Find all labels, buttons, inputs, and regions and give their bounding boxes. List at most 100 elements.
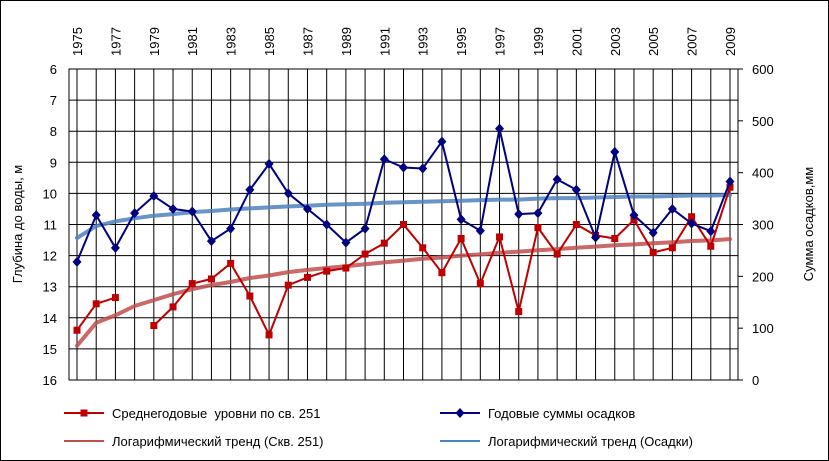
data-point-square — [572, 221, 580, 228]
data-point-square — [73, 326, 81, 334]
data-point-square — [496, 233, 504, 241]
data-point-square — [419, 244, 427, 252]
x-tick-label: 2005 — [646, 27, 661, 56]
x-tick-label: 2007 — [685, 27, 700, 56]
right-axis-ticks: 0 100 200 300 400 500 600 — [738, 62, 774, 388]
x-tick-label: 1983 — [224, 27, 239, 56]
legend-label: Среднегодовые уровни по св. 251 — [112, 406, 320, 421]
right-tick-label: 500 — [752, 114, 774, 129]
data-point-square — [457, 234, 465, 242]
x-tick-label: 1975 — [70, 27, 85, 56]
data-point-diamond — [437, 136, 447, 147]
x-tick-label: 1989 — [339, 27, 354, 56]
data-point-diamond — [72, 256, 82, 267]
left-tick-label: 13 — [43, 280, 57, 295]
legend-marker-diamond — [455, 408, 465, 418]
right-tick-label: 0 — [752, 373, 759, 388]
legend-label: Логарифмический тренд (Осадки) — [488, 434, 693, 449]
x-tick-label: 2003 — [608, 27, 623, 56]
left-axis-title: Глубина до воды, м — [10, 165, 25, 284]
data-point-diamond — [687, 218, 697, 229]
data-point-square — [534, 224, 542, 232]
left-axis-ticks: 6 7 8 9 10 11 12 13 14 15 16 — [43, 62, 57, 388]
data-point-square — [553, 250, 561, 258]
data-series — [72, 123, 735, 339]
data-point-diamond — [591, 232, 601, 243]
data-point-diamond — [245, 184, 255, 195]
data-point-square — [361, 250, 369, 258]
data-point-diamond — [187, 206, 197, 217]
data-point-diamond — [130, 208, 140, 219]
data-point-diamond — [283, 188, 293, 199]
legend: Среднегодовые уровни по св. 251 Годовые с… — [64, 406, 693, 449]
legend-item-3: Логарифмический тренд (Осадки) — [440, 434, 693, 449]
x-tick-label: 1995 — [454, 27, 469, 56]
data-point-diamond — [571, 184, 581, 195]
left-tick-label: 8 — [50, 124, 57, 139]
data-point-diamond — [206, 236, 216, 247]
data-point-square — [323, 267, 331, 275]
data-point-square — [188, 280, 196, 288]
right-tick-label: 400 — [752, 166, 774, 181]
data-point-diamond — [302, 203, 312, 214]
data-point-diamond — [341, 237, 351, 248]
right-tick-label: 200 — [752, 269, 774, 284]
legend-item-1: Годовые суммы осадков — [440, 406, 635, 421]
data-point-diamond — [456, 214, 466, 225]
left-tick-label: 16 — [43, 373, 57, 388]
left-tick-label: 6 — [50, 62, 57, 77]
x-axis-ticks: 1975 1977 1979 1981 1983 1985 1987 1989 1991 1993… — [70, 27, 738, 56]
x-tick-label: 2009 — [723, 27, 738, 56]
data-point-diamond — [475, 225, 485, 236]
data-point-square — [707, 242, 715, 250]
legend-marker-square — [80, 409, 88, 417]
data-point-diamond — [264, 158, 274, 169]
data-point-diamond — [552, 174, 562, 185]
data-point-square — [169, 303, 177, 311]
x-tick-label: 1985 — [262, 27, 277, 56]
x-tick-label: 1991 — [377, 27, 392, 56]
left-tick-label: 11 — [44, 218, 58, 233]
data-point-diamond — [91, 210, 101, 221]
data-point-square — [611, 234, 619, 242]
data-point-diamond — [514, 209, 524, 220]
data-point-diamond — [110, 242, 120, 253]
legend-item-2: Логарифмический тренд (Скв. 251) — [64, 434, 324, 449]
x-tick-label: 1977 — [108, 27, 123, 56]
data-point-square — [227, 259, 235, 267]
data-point-diamond — [610, 146, 620, 157]
x-tick-label: 1993 — [416, 27, 431, 56]
trend-line-3 — [75, 193, 732, 240]
data-point-diamond — [379, 154, 389, 165]
legend-item-0: Среднегодовые уровни по св. 251 — [64, 406, 320, 421]
legend-label: Годовые суммы осадков — [488, 406, 635, 421]
data-point-diamond — [629, 210, 639, 221]
data-point-square — [111, 294, 119, 302]
x-tick-label: 1979 — [147, 27, 162, 56]
data-point-square — [515, 308, 523, 316]
data-point-square — [342, 264, 350, 272]
data-point-square — [265, 331, 273, 339]
data-point-diamond — [168, 203, 178, 214]
x-tick-label: 1987 — [300, 27, 315, 56]
data-point-diamond — [149, 190, 159, 201]
data-point-diamond — [667, 203, 677, 214]
x-tick-label: 1981 — [185, 27, 200, 56]
left-tick-label: 7 — [50, 93, 57, 108]
data-point-square — [207, 275, 215, 283]
left-tick-label: 10 — [43, 186, 57, 201]
left-tick-label: 14 — [43, 311, 57, 326]
right-tick-label: 300 — [752, 218, 774, 233]
data-point-square — [726, 183, 734, 191]
data-point-square — [92, 300, 100, 308]
data-point-diamond — [533, 208, 543, 219]
data-point-diamond — [495, 123, 505, 134]
data-point-diamond — [725, 176, 735, 187]
left-tick-label: 12 — [43, 249, 57, 264]
data-point-square — [688, 213, 696, 221]
right-tick-label: 600 — [752, 62, 774, 77]
data-point-diamond — [648, 227, 658, 238]
x-tick-label: 1997 — [493, 27, 508, 56]
